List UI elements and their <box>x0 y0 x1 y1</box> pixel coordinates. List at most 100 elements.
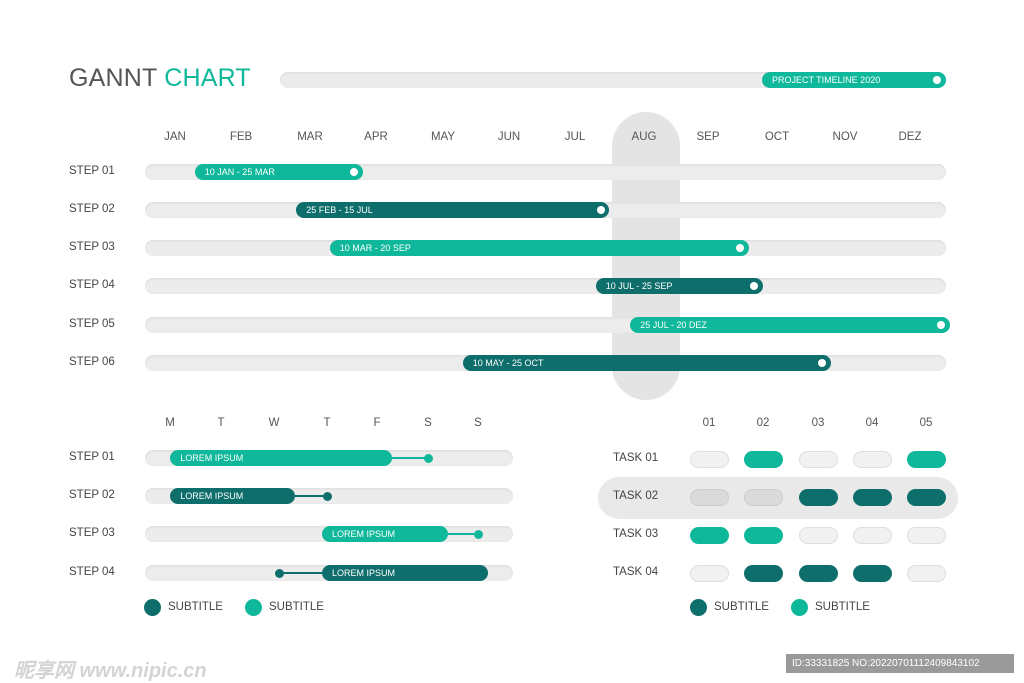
month-label-mar: MAR <box>297 131 323 143</box>
month-label-jul: JUL <box>564 131 586 143</box>
task-cell-dark <box>906 489 946 506</box>
step-bar-end-dot <box>736 244 745 252</box>
step-label: STEP 05 <box>69 318 115 330</box>
step-bar-date-range: 10 MAR - 20 SEP <box>339 243 411 253</box>
task-row-label: TASK 02 <box>613 490 659 502</box>
step-label: STEP 04 <box>69 279 115 291</box>
week-step-bar-label: LOREM IPSUM <box>180 453 244 463</box>
step-bar: 10 MAY - 25 OCT <box>462 355 832 371</box>
weekday-label: S <box>474 417 482 429</box>
task-cell-empty <box>906 565 946 582</box>
task-row-label: TASK 01 <box>613 452 659 464</box>
task-legend-swatch <box>791 599 808 616</box>
task-cell-dark <box>852 489 892 506</box>
month-label-may: MAY <box>430 131 456 143</box>
week-step-bar: LOREM IPSUM <box>322 526 448 542</box>
task-legend-swatch <box>690 599 707 616</box>
week-step-bar: LOREM IPSUM <box>170 488 296 504</box>
week-step-label: STEP 04 <box>69 566 115 578</box>
month-label-sep: SEP <box>696 131 720 143</box>
week-step-bar-label: LOREM IPSUM <box>332 568 396 578</box>
month-label-nov: NOV <box>832 131 858 143</box>
task-cell-empty <box>798 451 838 468</box>
weekday-label: F <box>373 417 381 429</box>
title-word-gannt: GANNT <box>69 64 158 92</box>
task-cell-empty <box>798 527 838 544</box>
task-column-header: 01 <box>702 417 716 429</box>
month-label-oct: OCT <box>764 131 790 143</box>
step-label: STEP 01 <box>69 165 115 177</box>
task-row-label: TASK 03 <box>613 528 659 540</box>
highlighted-month-column <box>612 112 680 400</box>
step-bar-date-range: 25 FEB - 15 JUL <box>306 205 373 215</box>
step-bar-date-range: 10 JAN - 25 MAR <box>204 167 275 177</box>
month-label-apr: APR <box>364 131 388 143</box>
weekday-label: T <box>323 417 331 429</box>
task-column-header: 03 <box>811 417 825 429</box>
month-label-jun: JUN <box>497 131 521 143</box>
week-step-label: STEP 03 <box>69 527 115 539</box>
task-cell-empty <box>852 527 892 544</box>
step-label: STEP 06 <box>69 356 115 368</box>
page-title: GANNT CHART <box>69 64 251 93</box>
task-cell-grey <box>689 489 729 506</box>
step-bar-end-dot <box>936 321 945 329</box>
project-timeline-label: PROJECT TIMELINE 2020 <box>772 75 881 85</box>
week-step-bar: LOREM IPSUM <box>170 450 393 466</box>
task-cell-dark <box>798 489 838 506</box>
project-timeline-end-dot <box>933 76 941 84</box>
week-step-bar-label: LOREM IPSUM <box>332 529 396 539</box>
week-bar-marker-dot <box>474 529 483 539</box>
step-track <box>145 278 946 294</box>
weekday-label: M <box>165 417 175 429</box>
step-bar: 10 JAN - 25 MAR <box>194 164 363 180</box>
step-bar-date-range: 25 JUL - 20 DEZ <box>640 320 707 330</box>
step-label: STEP 03 <box>69 241 115 253</box>
week-bar-connector <box>279 572 322 574</box>
task-column-header: 04 <box>865 417 879 429</box>
week-bar-marker-dot <box>275 568 285 578</box>
week-bar-marker-dot <box>323 491 332 501</box>
month-label-feb: FEB <box>229 131 253 143</box>
week-bar-connector <box>295 495 327 497</box>
week-bar-connector <box>392 457 428 459</box>
task-cell-teal <box>743 451 783 468</box>
task-cell-dark <box>798 565 838 582</box>
week-step-bar: LOREM IPSUM <box>322 565 488 581</box>
week-step-label: STEP 01 <box>69 451 115 463</box>
task-column-header: 02 <box>756 417 770 429</box>
task-cell-teal <box>743 527 783 544</box>
watermark-right: ID:33331825 NO:20220701112409843102 <box>786 654 1014 673</box>
weekday-label: S <box>424 417 432 429</box>
watermark-left: 昵享网 www.nipic.cn <box>14 660 207 682</box>
task-cell-empty <box>852 451 892 468</box>
task-legend-label: SUBTITLE <box>815 601 870 613</box>
weekday-label: T <box>217 417 225 429</box>
project-timeline-pill: PROJECT TIMELINE 2020 <box>762 72 946 88</box>
week-bar-marker-dot <box>424 453 433 463</box>
task-row-label: TASK 04 <box>613 566 659 578</box>
step-bar-date-range: 10 JUL - 25 SEP <box>605 281 673 291</box>
step-bar: 25 FEB - 15 JUL <box>296 202 610 218</box>
week-legend-label: SUBTITLE <box>269 601 324 613</box>
task-cell-teal <box>689 527 729 544</box>
step-bar: 10 JUL - 25 SEP <box>595 278 764 294</box>
task-cell-empty <box>906 527 946 544</box>
weekday-label: W <box>268 417 280 429</box>
task-cell-empty <box>689 565 729 582</box>
week-legend-swatch <box>245 599 262 616</box>
step-bar-date-range: 10 MAY - 25 OCT <box>472 358 544 368</box>
week-step-label: STEP 02 <box>69 489 115 501</box>
week-step-bar-label: LOREM IPSUM <box>180 491 244 501</box>
step-bar-end-dot <box>750 282 759 290</box>
week-bar-connector <box>448 533 478 535</box>
task-cell-empty <box>689 451 729 468</box>
task-cell-dark <box>743 565 783 582</box>
month-label-aug: AUG <box>631 131 657 143</box>
step-bar: 25 JUL - 20 DEZ <box>630 317 950 333</box>
month-label-jan: JAN <box>164 131 186 143</box>
task-legend-label: SUBTITLE <box>714 601 769 613</box>
task-column-header: 05 <box>919 417 933 429</box>
task-cell-teal <box>906 451 946 468</box>
step-bar-end-dot <box>818 359 827 367</box>
